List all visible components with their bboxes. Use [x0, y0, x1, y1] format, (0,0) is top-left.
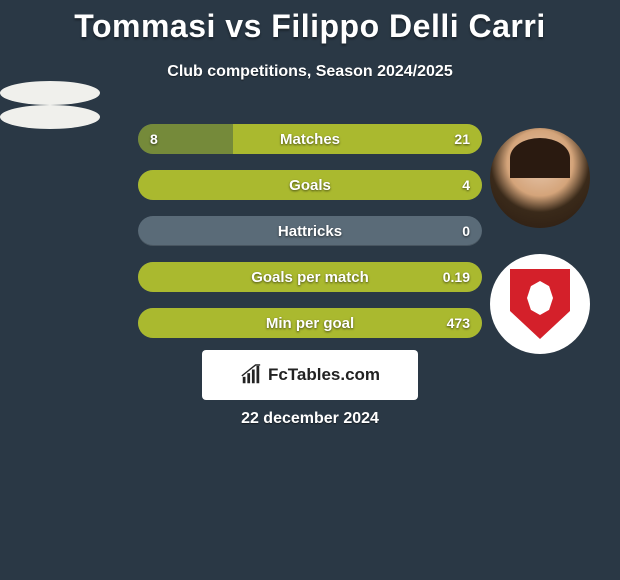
- stat-row: Hattricks0: [138, 216, 482, 246]
- branding-badge: FcTables.com: [202, 350, 418, 400]
- stat-value-left: 8: [150, 131, 158, 147]
- stat-label: Goals per match: [138, 269, 482, 286]
- stat-value-right: 21: [454, 131, 470, 147]
- stat-value-right: 4: [462, 177, 470, 193]
- player2-avatar: [490, 128, 590, 228]
- stat-value-right: 473: [447, 315, 470, 331]
- page-subtitle: Club competitions, Season 2024/2025: [0, 63, 620, 81]
- player1-avatar: [0, 81, 100, 105]
- date-text: 22 december 2024: [0, 410, 620, 428]
- branding-text: FcTables.com: [268, 365, 380, 385]
- shield-icon: [510, 269, 570, 339]
- stat-label: Hattricks: [138, 223, 482, 240]
- stat-label: Goals: [138, 177, 482, 194]
- stat-value-right: 0: [462, 223, 470, 239]
- stats-container: Matches8 21 Goals4 Hattricks0 Goals per matc…: [138, 124, 482, 354]
- page-title: Tommasi vs Filippo Delli Carri: [0, 0, 620, 45]
- stat-row: Min per goal473: [138, 308, 482, 338]
- player1-club-logo: [0, 105, 100, 129]
- stat-row: Matches8 21: [138, 124, 482, 154]
- stat-row: Goals per match0.19: [138, 262, 482, 292]
- stat-label: Min per goal: [138, 315, 482, 332]
- chart-icon: [240, 364, 262, 386]
- player2-club-logo: [490, 254, 590, 354]
- stat-value-right: 0.19: [443, 269, 470, 285]
- stat-row: Goals4: [138, 170, 482, 200]
- stat-label: Matches: [138, 131, 482, 148]
